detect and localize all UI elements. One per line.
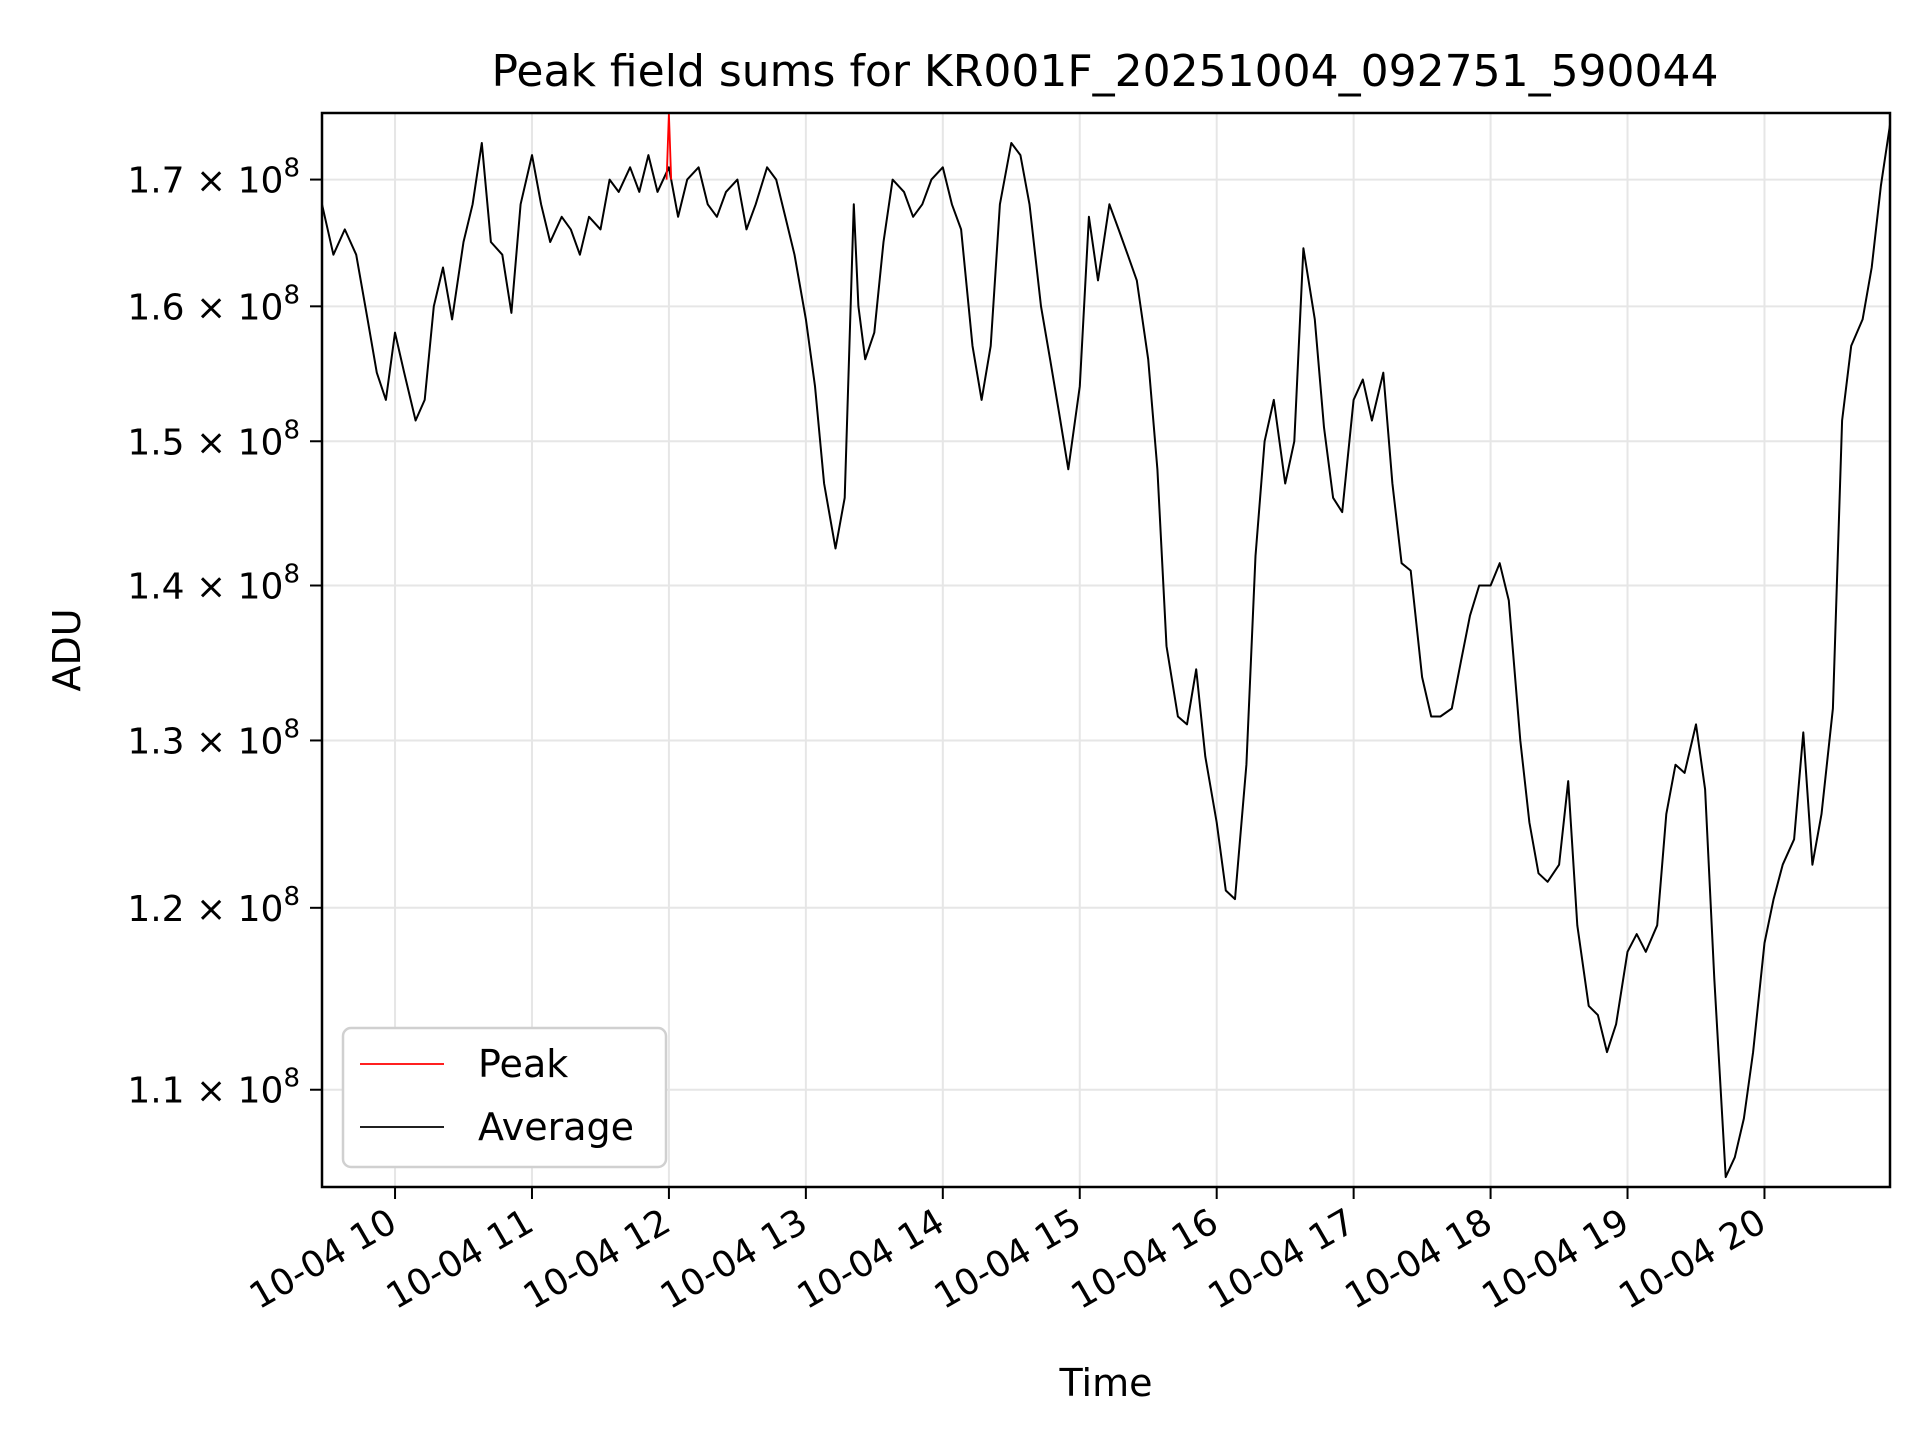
plot-frame <box>320 111 1892 1189</box>
y-tick-mantissa: 1.3 × 10 <box>127 721 283 762</box>
legend-label-peak: Peak <box>478 1042 568 1086</box>
y-tick-mantissa: 1.7 × 10 <box>127 161 283 202</box>
y-tick-exponent: 8 <box>283 154 300 184</box>
y-tick-exponent: 8 <box>283 714 300 744</box>
y-tick-exponent: 8 <box>283 280 300 310</box>
y-tick-exponent: 8 <box>283 1064 300 1094</box>
y-tick-label: 1.4 × 108 <box>127 560 300 608</box>
y-tick-mantissa: 1.6 × 10 <box>127 287 283 328</box>
y-tick-label: 1.7 × 108 <box>127 154 300 202</box>
legend: Peak Average <box>341 1026 668 1169</box>
y-tick-label: 1.1 × 108 <box>127 1064 300 1112</box>
series-line-average <box>321 124 1891 1179</box>
legend-box <box>341 1026 668 1169</box>
y-tick-mantissa: 1.1 × 10 <box>127 1071 283 1112</box>
y-tick-label: 1.5 × 108 <box>127 415 300 463</box>
grid <box>322 113 1890 1187</box>
y-tick-exponent: 8 <box>283 560 300 590</box>
y-tick-mantissa: 1.4 × 10 <box>127 567 283 608</box>
y-axis-label: ADU <box>45 608 89 691</box>
legend-label-average: Average <box>478 1105 634 1149</box>
y-tick-label: 1.6 × 108 <box>127 280 300 328</box>
y-tick-exponent: 8 <box>283 882 300 912</box>
y-tick-exponent: 8 <box>283 415 300 445</box>
chart-title: Peak field sums for KR001F_20251004_0927… <box>491 46 1718 97</box>
y-tick-label: 1.2 × 108 <box>127 882 300 930</box>
x-axis-label: Time <box>1059 1361 1153 1405</box>
y-tick-label: 1.3 × 108 <box>127 714 300 762</box>
y-tick-mantissa: 1.2 × 10 <box>127 889 283 930</box>
y-tick-mantissa: 1.5 × 10 <box>127 422 283 463</box>
